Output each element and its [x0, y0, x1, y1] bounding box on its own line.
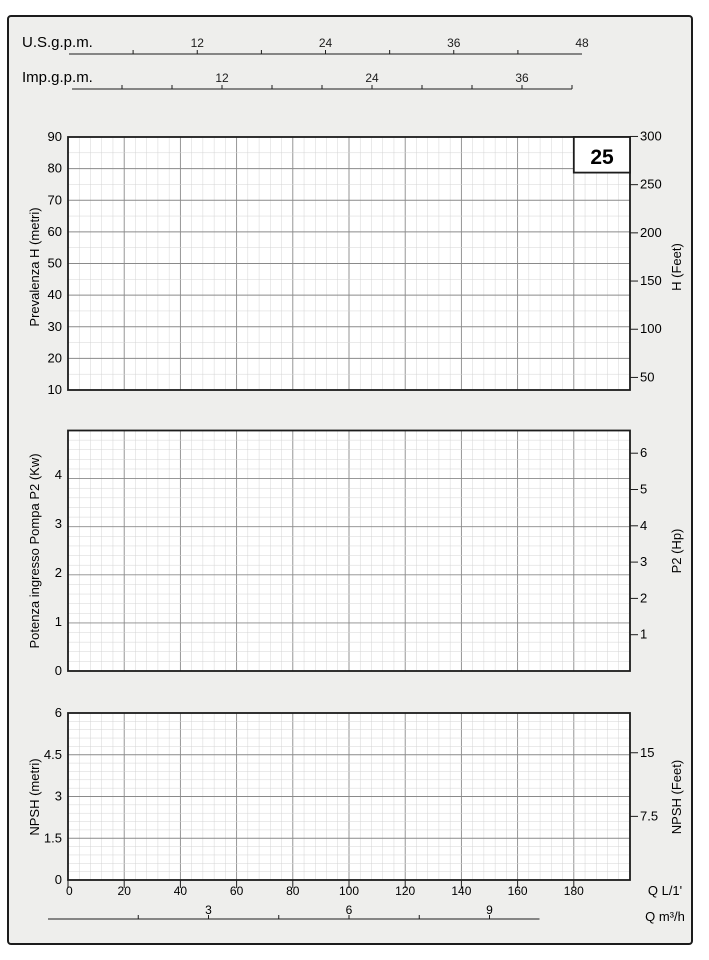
svg-text:4: 4 — [640, 518, 647, 533]
svg-text:24: 24 — [365, 71, 379, 85]
svg-text:50: 50 — [640, 369, 654, 384]
svg-text:3: 3 — [55, 789, 62, 804]
svg-text:5: 5 — [640, 482, 647, 497]
svg-text:24: 24 — [319, 36, 333, 50]
svg-text:2: 2 — [55, 565, 62, 580]
svg-text:H (Feet): H (Feet) — [669, 243, 684, 291]
svg-text:12: 12 — [191, 36, 205, 50]
svg-text:6: 6 — [640, 445, 647, 460]
svg-text:36: 36 — [447, 36, 461, 50]
svg-text:30: 30 — [48, 319, 62, 334]
svg-text:60: 60 — [230, 884, 244, 898]
svg-text:4: 4 — [55, 467, 62, 482]
svg-text:0: 0 — [55, 872, 62, 887]
svg-text:20: 20 — [48, 350, 62, 365]
svg-text:P2 (Hp): P2 (Hp) — [669, 529, 684, 574]
svg-text:20: 20 — [118, 884, 132, 898]
svg-text:1: 1 — [55, 614, 62, 629]
svg-text:0: 0 — [66, 884, 73, 898]
svg-text:Imp.g.p.m.: Imp.g.p.m. — [22, 69, 93, 86]
svg-text:80: 80 — [48, 161, 62, 176]
svg-text:200: 200 — [640, 225, 662, 240]
svg-text:0: 0 — [55, 663, 62, 678]
svg-text:NPSH (Feet): NPSH (Feet) — [669, 760, 684, 834]
svg-text:15: 15 — [640, 745, 654, 760]
svg-text:40: 40 — [174, 884, 188, 898]
svg-text:140: 140 — [451, 884, 471, 898]
svg-text:60: 60 — [48, 224, 62, 239]
svg-text:50: 50 — [48, 256, 62, 271]
svg-text:180: 180 — [564, 884, 584, 898]
svg-text:80: 80 — [286, 884, 300, 898]
svg-text:12: 12 — [215, 71, 229, 85]
svg-text:160: 160 — [508, 884, 528, 898]
svg-text:2: 2 — [640, 590, 647, 605]
svg-text:25: 25 — [590, 146, 614, 169]
svg-text:6: 6 — [55, 705, 62, 720]
svg-text:6: 6 — [346, 903, 353, 917]
svg-text:100: 100 — [640, 321, 662, 336]
svg-text:250: 250 — [640, 177, 662, 192]
svg-text:120: 120 — [395, 884, 415, 898]
svg-text:1: 1 — [640, 627, 647, 642]
svg-text:U.S.g.p.m.: U.S.g.p.m. — [22, 34, 93, 51]
svg-text:40: 40 — [48, 287, 62, 302]
svg-text:100: 100 — [339, 884, 359, 898]
svg-text:Q m³/h: Q m³/h — [645, 909, 685, 924]
svg-text:3: 3 — [55, 516, 62, 531]
svg-text:10: 10 — [48, 382, 62, 397]
svg-text:3: 3 — [640, 554, 647, 569]
svg-text:300: 300 — [640, 128, 662, 143]
svg-text:7.5: 7.5 — [640, 808, 658, 823]
svg-text:36: 36 — [515, 71, 529, 85]
svg-text:70: 70 — [48, 192, 62, 207]
svg-text:4.5: 4.5 — [44, 747, 62, 762]
svg-text:NPSH (metri): NPSH (metri) — [27, 758, 42, 835]
svg-text:Prevalenza H (metri): Prevalenza H (metri) — [27, 207, 42, 326]
svg-text:3: 3 — [205, 903, 212, 917]
svg-text:9: 9 — [486, 903, 493, 917]
svg-text:90: 90 — [48, 129, 62, 144]
svg-text:150: 150 — [640, 273, 662, 288]
svg-text:Potenza ingresso Pompa P2 (Kw): Potenza ingresso Pompa P2 (Kw) — [27, 453, 42, 648]
svg-text:1.5: 1.5 — [44, 830, 62, 845]
svg-text:48: 48 — [575, 36, 589, 50]
svg-text:Q L/1': Q L/1' — [648, 883, 682, 898]
